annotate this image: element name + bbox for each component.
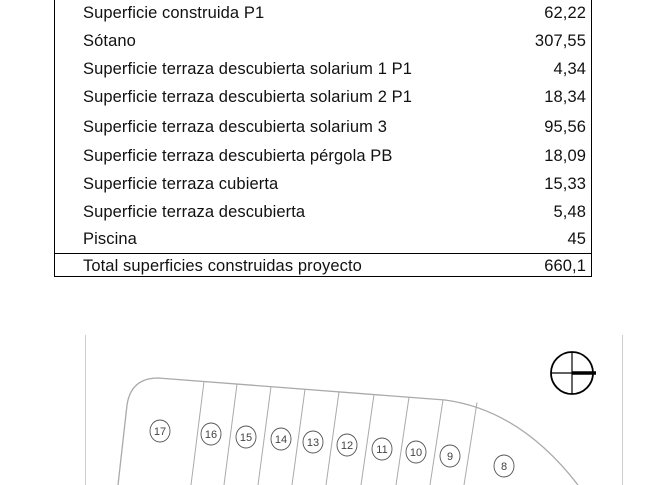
table-row: Superficie terraza descubierta 5,48 [83, 200, 586, 224]
plot-number: 8 [493, 454, 515, 478]
row-value: 18,34 [544, 87, 586, 106]
row-value: 18,09 [544, 146, 586, 165]
svg-text:10: 10 [410, 447, 422, 459]
row-label: Superficie terraza descubierta [83, 202, 306, 221]
plot-divider [257, 386, 272, 485]
table-row: Superficie terraza descubierta solarium … [83, 115, 586, 139]
table-row: Sótano 307,55 [83, 29, 586, 53]
plot-divider [190, 381, 205, 485]
plot-divider [325, 391, 340, 485]
plot-number: 14 [270, 427, 292, 451]
plot-divider [291, 389, 306, 485]
table-row: Superficie terraza cubierta 15,33 [83, 172, 586, 196]
row-value: 45 [567, 229, 586, 248]
svg-text:13: 13 [307, 437, 319, 449]
svg-text:17: 17 [154, 426, 166, 438]
table-row: Superficie construida P1 62,22 [83, 1, 586, 25]
row-label: Superficie terraza descubierta solarium … [83, 59, 413, 78]
row-value: 307,55 [534, 31, 586, 50]
row-label: Sótano [83, 31, 136, 50]
row-value: 4,34 [553, 59, 586, 78]
plot-number: 12 [336, 433, 358, 457]
svg-text:8: 8 [501, 461, 507, 473]
north-arrow-compass-icon [550, 351, 596, 395]
plot-divider [395, 397, 410, 485]
plot-number: 15 [235, 425, 257, 449]
plot-number: 11 [371, 437, 393, 461]
row-label: Superficie terraza descubierta solarium … [83, 117, 387, 136]
svg-text:16: 16 [205, 429, 217, 441]
svg-text:12: 12 [341, 440, 353, 452]
table-row: Superficie terraza descubierta solarium … [83, 85, 586, 109]
plot-number: 10 [405, 440, 427, 464]
row-label: Piscina [83, 229, 137, 248]
row-value: 95,56 [544, 117, 586, 136]
plot-divider [223, 383, 238, 485]
svg-text:15: 15 [240, 432, 252, 444]
row-value: 15,33 [544, 174, 586, 193]
table-row: Superficie terraza descubierta pérgola P… [83, 144, 586, 168]
plot-number: 9 [439, 444, 461, 468]
total-row: Total superficies construidas proyecto 66… [55, 253, 591, 278]
plot-divider [429, 399, 444, 485]
svg-text:14: 14 [275, 434, 287, 446]
svg-text:9: 9 [447, 451, 453, 463]
plot-number: 16 [200, 422, 222, 446]
row-label: Superficie terraza descubierta solarium … [83, 87, 413, 106]
row-value: 62,22 [544, 3, 586, 22]
plot-outline [117, 377, 579, 485]
plot-number: 17 [149, 419, 171, 443]
surface-table: Superficie construida P1 62,22 Sótano 307,… [54, 0, 592, 277]
total-value: 660,1 [544, 256, 586, 275]
table-row: Superficie terraza descubierta solarium … [83, 57, 586, 81]
row-label: Superficie terraza cubierta [83, 174, 279, 193]
plot-divider [463, 402, 478, 485]
row-value: 5,48 [553, 202, 586, 221]
row-label: Superficie terraza descubierta pérgola P… [83, 146, 393, 165]
plot-number: 13 [302, 430, 324, 454]
row-label: Superficie construida P1 [83, 3, 265, 22]
svg-text:11: 11 [376, 444, 387, 456]
total-label: Total superficies construidas proyecto [83, 256, 362, 275]
plot-divider [360, 394, 375, 485]
table-row: Piscina 45 [83, 227, 586, 251]
